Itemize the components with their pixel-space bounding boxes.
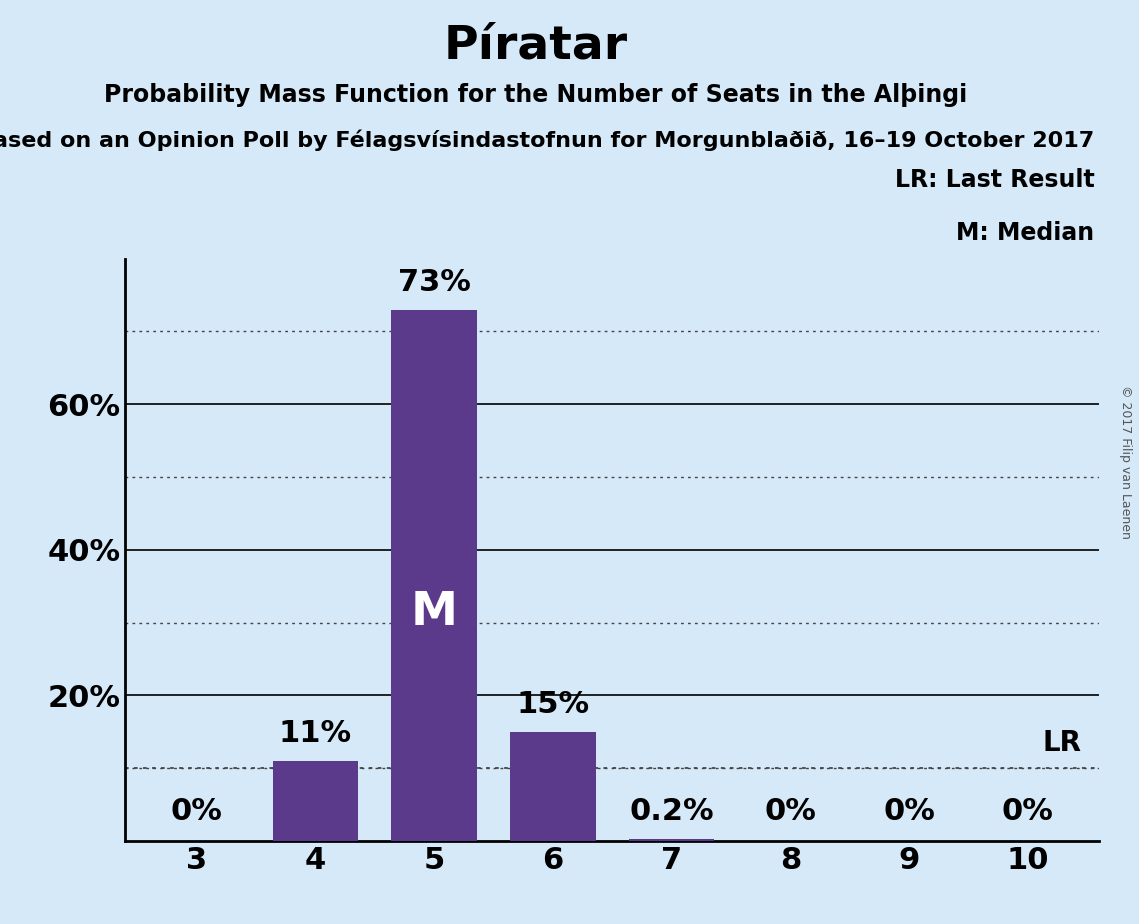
Bar bbox=[392, 310, 477, 841]
Text: 0%: 0% bbox=[1002, 797, 1054, 826]
Text: M: M bbox=[410, 590, 458, 635]
Text: Probability Mass Function for the Number of Seats in the Alþingi: Probability Mass Function for the Number… bbox=[104, 83, 967, 107]
Bar bbox=[629, 839, 714, 841]
Text: 0%: 0% bbox=[171, 797, 222, 826]
Bar bbox=[272, 760, 358, 841]
Text: LR: LR bbox=[1042, 729, 1081, 757]
Text: 73%: 73% bbox=[398, 268, 470, 297]
Text: Based on an Opinion Poll by Félagsvísindastofnun for Morgunblaðið, 16–19 October: Based on an Opinion Poll by Félagsvísind… bbox=[0, 129, 1095, 151]
Text: 0%: 0% bbox=[764, 797, 817, 826]
Text: 0%: 0% bbox=[883, 797, 935, 826]
Text: 15%: 15% bbox=[516, 689, 589, 719]
Text: LR: Last Result: LR: Last Result bbox=[894, 168, 1095, 192]
Text: M: Median: M: Median bbox=[956, 221, 1095, 245]
Bar bbox=[510, 732, 596, 841]
Text: 0.2%: 0.2% bbox=[629, 797, 714, 826]
Text: © 2017 Filip van Laenen: © 2017 Filip van Laenen bbox=[1118, 385, 1132, 539]
Text: 11%: 11% bbox=[279, 719, 352, 748]
Text: Píratar: Píratar bbox=[443, 23, 628, 68]
